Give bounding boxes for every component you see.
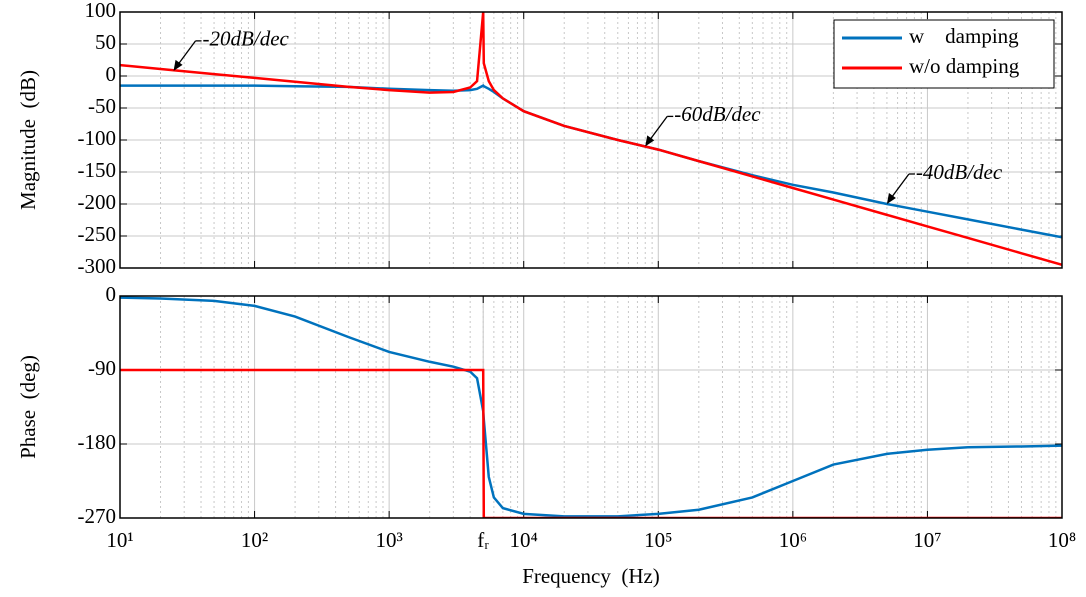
y-axis-label: Phase (deg) <box>16 355 40 459</box>
x-tick-label: 10⁵ <box>644 528 672 552</box>
y-tick-label: -250 <box>78 222 117 246</box>
y-tick-label: 0 <box>106 62 117 86</box>
x-tick-label: fᵣ <box>477 528 489 552</box>
legend-label: w damping <box>909 24 1019 48</box>
x-tick-label: 10⁸ <box>1048 528 1076 552</box>
y-tick-label: -90 <box>88 356 116 380</box>
plot-area <box>120 12 1062 267</box>
plot-frame <box>119 11 1063 269</box>
x-tick-label: 10¹ <box>106 528 133 552</box>
y-tick-label: 50 <box>95 30 116 54</box>
arrow-head <box>645 135 655 147</box>
y-tick-label: -180 <box>78 430 117 454</box>
y-tick-label: 100 <box>85 0 117 22</box>
annotation: -60dB/dec <box>674 102 761 126</box>
annotation: -40dB/dec <box>916 160 1003 184</box>
x-axis-label: Frequency (Hz) <box>522 564 660 588</box>
y-tick-label: -150 <box>78 158 117 182</box>
y-tick-label: -200 <box>78 190 117 214</box>
series-line <box>120 84 1062 239</box>
arrow-head <box>173 59 183 71</box>
x-tick-label: 10⁷ <box>913 528 941 552</box>
plot-frame <box>119 295 1063 519</box>
arrow-head <box>886 193 896 204</box>
series-line <box>120 368 1062 518</box>
x-tick-label: 10⁴ <box>510 528 538 552</box>
y-axis-label: Magnitude (dB) <box>16 70 40 210</box>
y-tick-label: 0 <box>106 282 117 306</box>
x-tick-label: 10⁶ <box>779 528 807 552</box>
plot-area <box>120 296 1062 518</box>
x-tick-label: 10² <box>241 528 268 552</box>
y-tick-label: -300 <box>78 254 117 278</box>
legend-label: w/o damping <box>909 54 1020 78</box>
series-line <box>120 296 1062 518</box>
legend-box <box>833 19 1055 89</box>
series-line <box>120 12 1062 267</box>
y-tick-label: -270 <box>78 504 117 528</box>
annotation: -20dB/dec <box>203 27 290 51</box>
x-tick-label: 10³ <box>375 528 402 552</box>
y-tick-label: -100 <box>78 126 117 150</box>
y-tick-label: -50 <box>88 94 116 118</box>
